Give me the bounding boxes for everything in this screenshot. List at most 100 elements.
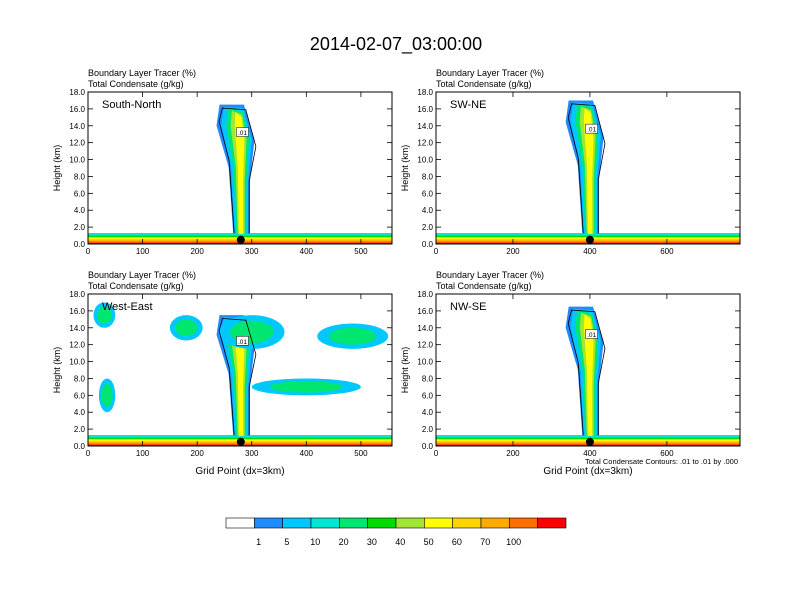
y-tick-label: 18.0: [69, 88, 85, 97]
panel-label-condensate: Total Condensate (g/kg): [88, 281, 184, 291]
x-tick-label: 0: [434, 247, 439, 256]
tracer-column: [583, 314, 594, 436]
y-tick-label: 2.0: [74, 223, 86, 232]
y-axis-label: Height (km): [52, 145, 62, 192]
colorbar-box: [480, 517, 510, 529]
panel-label-condensate: Total Condensate (g/kg): [88, 79, 184, 89]
colorbar-label: 5: [284, 537, 289, 547]
y-tick-label: 16.0: [417, 105, 433, 114]
y-tick-label: 16.0: [69, 307, 85, 316]
y-tick-label: 12.0: [69, 139, 85, 148]
plot-frame: [435, 293, 741, 447]
condensate-contour: [567, 103, 606, 234]
panel-nw-se: .01 0.0 2.0 4.0 6.0 8.0 10.0 12.0 14.0 16.0 18.0 0 2…: [400, 270, 741, 477]
colorbar-label: 10: [310, 537, 320, 547]
tracer-cloud-core: [175, 319, 198, 337]
y-tick-label: 10.0: [417, 156, 433, 165]
panel-label-tracer: Boundary Layer Tracer (%): [436, 68, 544, 78]
panel-name: West-East: [102, 301, 153, 313]
y-tick-label: 10.0: [417, 358, 433, 367]
colorbar-label: 40: [395, 537, 405, 547]
y-tick-label: 12.0: [69, 341, 85, 350]
panel-west-east: .01 0.0 2.0 4.0 6.0 8.0 10.0 12.0 14.0 16.0 18.0 0 1…: [52, 270, 393, 477]
y-tick-label: 14.0: [417, 324, 433, 333]
x-tick-label: 0: [86, 247, 91, 256]
plot-frame: [435, 91, 741, 245]
y-tick-label: 0.0: [422, 442, 434, 451]
panel-sw-ne: .01 0.0 2.0 4.0 6.0 8.0 10.0 12.0 14.0 16.0 18.0 0 2…: [400, 68, 741, 256]
contour-label-box: [585, 123, 598, 134]
y-tick-label: 14.0: [69, 122, 85, 131]
y-tick-label: 2.0: [74, 425, 86, 434]
colorbar-box: [395, 517, 425, 529]
y-tick-label: 8.0: [422, 172, 434, 181]
boundary-layer-band: [436, 242, 740, 244]
x-tick-label: 400: [583, 449, 597, 458]
x-tick-label: 400: [583, 247, 597, 256]
contour-label-box: [236, 336, 249, 346]
tracer-cloud-core: [269, 381, 343, 393]
y-axis-label: Height (km): [52, 347, 62, 394]
contour-label-box: [236, 127, 249, 137]
y-tick-label: 6.0: [74, 189, 86, 198]
contour-label-box: [585, 329, 598, 339]
condensate-contour: [218, 107, 257, 234]
x-tick-label: 200: [506, 247, 520, 256]
y-tick-label: 6.0: [74, 391, 86, 400]
x-tick-label: 100: [136, 247, 150, 256]
y-tick-label: 10.0: [69, 156, 85, 165]
tracer-field: .01: [436, 306, 740, 446]
y-tick-label: 6.0: [422, 189, 434, 198]
colorbar-box: [225, 517, 255, 529]
colorbar-box: [254, 517, 283, 529]
y-tick-label: 2.0: [422, 223, 434, 232]
x-tick-label: 100: [136, 449, 150, 458]
y-tick-label: 4.0: [422, 408, 434, 417]
contour-label: .01: [587, 127, 596, 134]
colorbar-label: 60: [452, 537, 462, 547]
y-tick-label: 12.0: [417, 139, 433, 148]
y-axis-label: Height (km): [400, 145, 410, 192]
colorbar-label: 100: [506, 537, 521, 547]
tracer-column: [234, 322, 245, 436]
panel-label-condensate: Total Condensate (g/kg): [436, 281, 532, 291]
colorbar-box: [282, 517, 312, 529]
x-tick-label: 400: [300, 247, 314, 256]
x-axis-label: Grid Point (dx=3km): [543, 466, 632, 477]
panel-name: South-North: [102, 99, 161, 111]
x-tick-label: 200: [190, 449, 204, 458]
panel-name: SW-NE: [450, 99, 486, 111]
y-tick-label: 10.0: [69, 358, 85, 367]
contour-label: .01: [587, 332, 596, 339]
location-marker: [236, 235, 245, 244]
x-tick-label: 300: [245, 247, 259, 256]
tracer-field: .01: [88, 302, 392, 446]
colorbar: 1 5 10 20 30 40 50 60 70 100: [225, 517, 567, 547]
y-tick-label: 16.0: [417, 307, 433, 316]
y-tick-label: 12.0: [417, 341, 433, 350]
panel-label-tracer: Boundary Layer Tracer (%): [88, 68, 196, 78]
colorbar-box: [339, 517, 368, 529]
x-tick-label: 500: [354, 449, 368, 458]
y-axis-label: Height (km): [400, 347, 410, 394]
y-tick-label: 8.0: [74, 172, 86, 181]
y-tick-label: 14.0: [69, 324, 85, 333]
x-tick-label: 0: [86, 449, 91, 458]
x-tick-label: 600: [660, 449, 674, 458]
y-tick-label: 14.0: [417, 122, 433, 131]
colorbar-box: [452, 517, 482, 529]
y-tick-label: 8.0: [74, 374, 86, 383]
x-tick-label: 300: [245, 449, 259, 458]
condensate-contour: [218, 318, 257, 436]
figure-title: 2014-02-07_03:00:00: [310, 34, 482, 55]
y-tick-label: 2.0: [422, 425, 434, 434]
panel-name: NW-SE: [450, 301, 486, 313]
y-tick-label: 4.0: [74, 408, 86, 417]
y-tick-label: 0.0: [74, 442, 86, 451]
y-tick-label: 4.0: [422, 206, 434, 215]
tracer-cloud-core: [97, 306, 112, 324]
x-tick-label: 400: [300, 449, 314, 458]
x-axis-label: Grid Point (dx=3km): [195, 466, 284, 477]
boundary-layer-band: [436, 444, 740, 446]
